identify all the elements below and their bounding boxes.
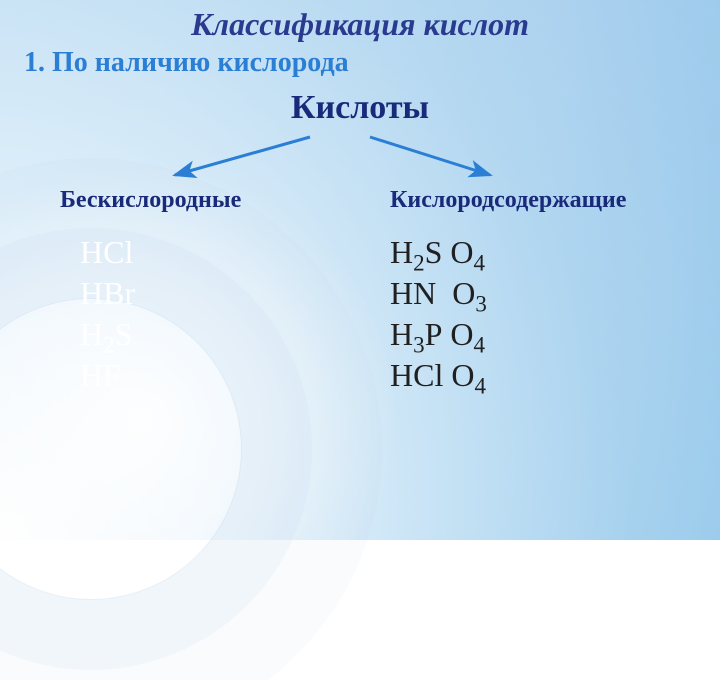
arrow-left xyxy=(175,137,310,175)
slide-title: Классификация кислот xyxy=(0,0,720,43)
left-branch-title: Бескислородные xyxy=(60,187,350,214)
criterion-text: По наличию кислорода xyxy=(52,47,349,78)
chemical-formula: HCl xyxy=(80,232,350,273)
chemical-formula: H3PO4 xyxy=(390,314,680,355)
right-branch-title: Кислородсодержащие xyxy=(390,187,680,214)
chemical-formula: HClO4 xyxy=(390,355,680,396)
slide-content: Классификация кислот 1. По наличию кисло… xyxy=(0,0,720,540)
chemical-formula: HF xyxy=(80,355,350,396)
left-branch: Бескислородные HClHBrH2SHF xyxy=(60,187,350,396)
chemical-formula: HN O3 xyxy=(390,273,680,314)
chemical-formula: HBr xyxy=(80,273,350,314)
branch-arrows xyxy=(0,129,720,189)
root-word: Кислоты xyxy=(0,79,720,127)
arrows-svg xyxy=(0,129,720,189)
chemical-formula: H2SO4 xyxy=(390,232,680,273)
criterion-line: 1. По наличию кислорода xyxy=(0,43,720,79)
criterion-number: 1. xyxy=(24,47,52,78)
left-formula-list: HClHBrH2SHF xyxy=(60,232,350,396)
arrow-right xyxy=(370,137,490,175)
right-formula-list: H2SO4HN O3H3PO4HClO4 xyxy=(390,232,680,396)
branches-row: Бескислородные HClHBrH2SHF Кислородсодер… xyxy=(0,187,720,396)
chemical-formula: H2S xyxy=(80,314,350,355)
right-branch: Кислородсодержащие H2SO4HN O3H3PO4HClO4 xyxy=(390,187,680,396)
